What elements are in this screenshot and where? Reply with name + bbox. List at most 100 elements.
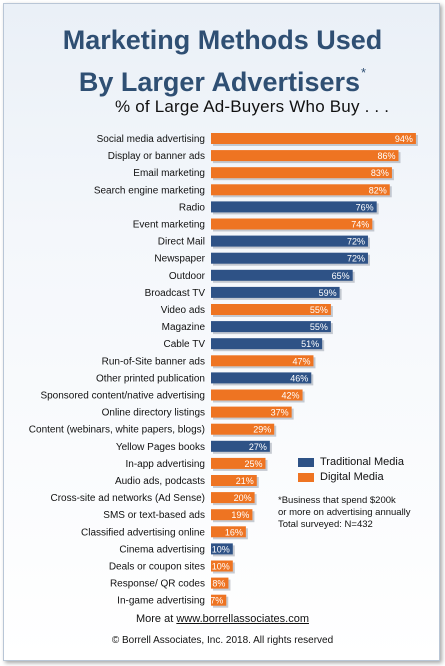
bar-in-app-advertising [211,457,266,469]
bar-radio [211,201,377,213]
bar-cross-site-ad-networks-ad-sense [211,492,255,504]
category-label: Event marketing [133,220,205,231]
bar-content-webinars-white-papers-blogs [211,423,275,435]
bar-value-label: 86% [377,151,395,161]
bar-response-qr-codes [211,577,229,589]
category-label: Radio [179,202,206,213]
bar-cable-tv [211,338,323,350]
category-label: Response/ QR codes [110,579,205,590]
category-label: Cross-site ad networks (Ad Sense) [50,493,205,504]
category-label: Online directory listings [102,408,205,419]
category-label: In-game advertising [117,596,205,607]
category-label: Magazine [162,322,206,333]
bar-value-label: 7% [210,596,223,606]
bar-value-label: 65% [332,271,350,281]
bar-display-or-banner-ads [211,150,399,162]
survey-note-line-3: Total surveyed: N=432 [278,519,373,530]
legend-label-digital: Digital Media [320,471,384,483]
legend-swatch-digital [298,473,314,482]
bar-run-of-site-banner-ads [211,355,314,367]
chart-title-line-1: Marketing Methods Used [62,25,383,55]
survey-note: *Business that spend $200k or more on ad… [278,495,438,531]
bar-value-label: 82% [369,185,387,195]
more-info-prefix: More at [135,613,177,625]
bar-newspaper [211,252,368,264]
bar-value-label: 10% [212,544,230,554]
bar-classified-advertising-online [211,526,246,538]
bar-value-label: 8% [212,579,225,589]
bar-online-directory-listings [211,406,292,418]
chart-title-line-2-text: By Larger Advertisers [78,67,361,97]
category-label: Cable TV [163,339,205,350]
legend-swatch-traditional [298,458,314,467]
chart-title-line-2: By Larger Advertisers* [0,57,445,98]
bar-value-label: 29% [253,425,271,435]
category-label: Run-of-Site banner ads [102,356,205,367]
bar-value-label: 55% [310,322,328,332]
category-label: Cinema advertising [119,544,205,555]
category-label: Email marketing [133,168,205,179]
bar-social-media-advertising [211,133,416,144]
category-label: Broadcast TV [145,288,206,299]
category-label: Content (webinars, white papers, blogs) [29,425,205,436]
bar-email-marketing [211,167,392,179]
category-label: Audio ads, podcasts [115,476,205,487]
bar-outdoor [211,269,353,281]
more-info-line: More at www.borrellassociates.com [0,613,445,625]
category-label: Yellow Pages books [116,442,205,453]
website-link[interactable]: www.borrellassociates.com [176,613,309,625]
bar-value-label: 25% [244,459,262,469]
category-label: Search engine marketing [94,185,205,196]
bar-value-label: 19% [231,510,249,520]
survey-note-line-1: *Business that spend $200k [278,495,396,506]
category-label: Social media advertising [97,134,205,145]
bar-sms-or-text-based-ads [211,509,253,521]
bar-video-ads [211,304,331,315]
bar-value-label: 10% [212,562,230,572]
bar-value-label: 59% [319,288,337,298]
bar-value-label: 20% [234,493,252,503]
bar-event-marketing [211,218,373,230]
bar-value-label: 27% [249,442,267,452]
bar-direct-mail [211,235,368,247]
chart-subtitle: % of Large Ad-Buyers Who Buy . . . [115,97,390,116]
bar-audio-ads-podcasts [211,475,257,486]
legend-label-traditional: Traditional Media [320,456,404,468]
bar-in-game-advertising [211,594,227,606]
category-label: Direct Mail [158,237,205,248]
bar-value-label: 37% [271,408,289,418]
bar-value-label: 47% [292,356,310,366]
copyright-line: © Borrell Associates, Inc. 2018. All rig… [111,635,334,646]
category-label: Outdoor [169,271,206,282]
bar-value-label: 94% [395,134,413,144]
bar-magazine [211,321,331,333]
bar-sponsored-content-native-advertising [211,389,303,401]
category-label: Newspaper [154,254,205,265]
bar-search-engine-marketing [211,184,390,196]
title-footnote-mark: * [361,65,367,80]
bar-value-label: 55% [310,305,328,315]
category-label: Video ads [161,305,205,316]
bar-value-label: 42% [282,391,300,401]
category-label: Display or banner ads [108,151,205,162]
bar-value-label: 72% [347,254,365,264]
survey-note-line-2: or more on advertising annually [278,507,411,518]
bar-value-label: 21% [236,476,254,486]
category-label: Deals or coupon sites [109,562,205,573]
category-label: Other printed publication [96,373,205,384]
category-label: Classified advertising online [81,527,205,538]
bar-yellow-pages-books [211,440,270,452]
bar-deals-or-coupon-sites [211,560,233,572]
bar-value-label: 83% [371,168,389,178]
category-label: SMS or text-based ads [103,510,205,521]
bar-value-label: 76% [356,202,374,212]
category-label: Sponsored content/native advertising [40,391,205,402]
bar-value-label: 16% [225,527,243,537]
bar-value-label: 74% [351,220,369,230]
bar-cinema-advertising [211,543,233,555]
category-label: In-app advertising [126,459,206,470]
bar-broadcast-tv [211,286,340,298]
bar-value-label: 51% [301,339,319,349]
bar-other-printed-publication [211,372,312,384]
